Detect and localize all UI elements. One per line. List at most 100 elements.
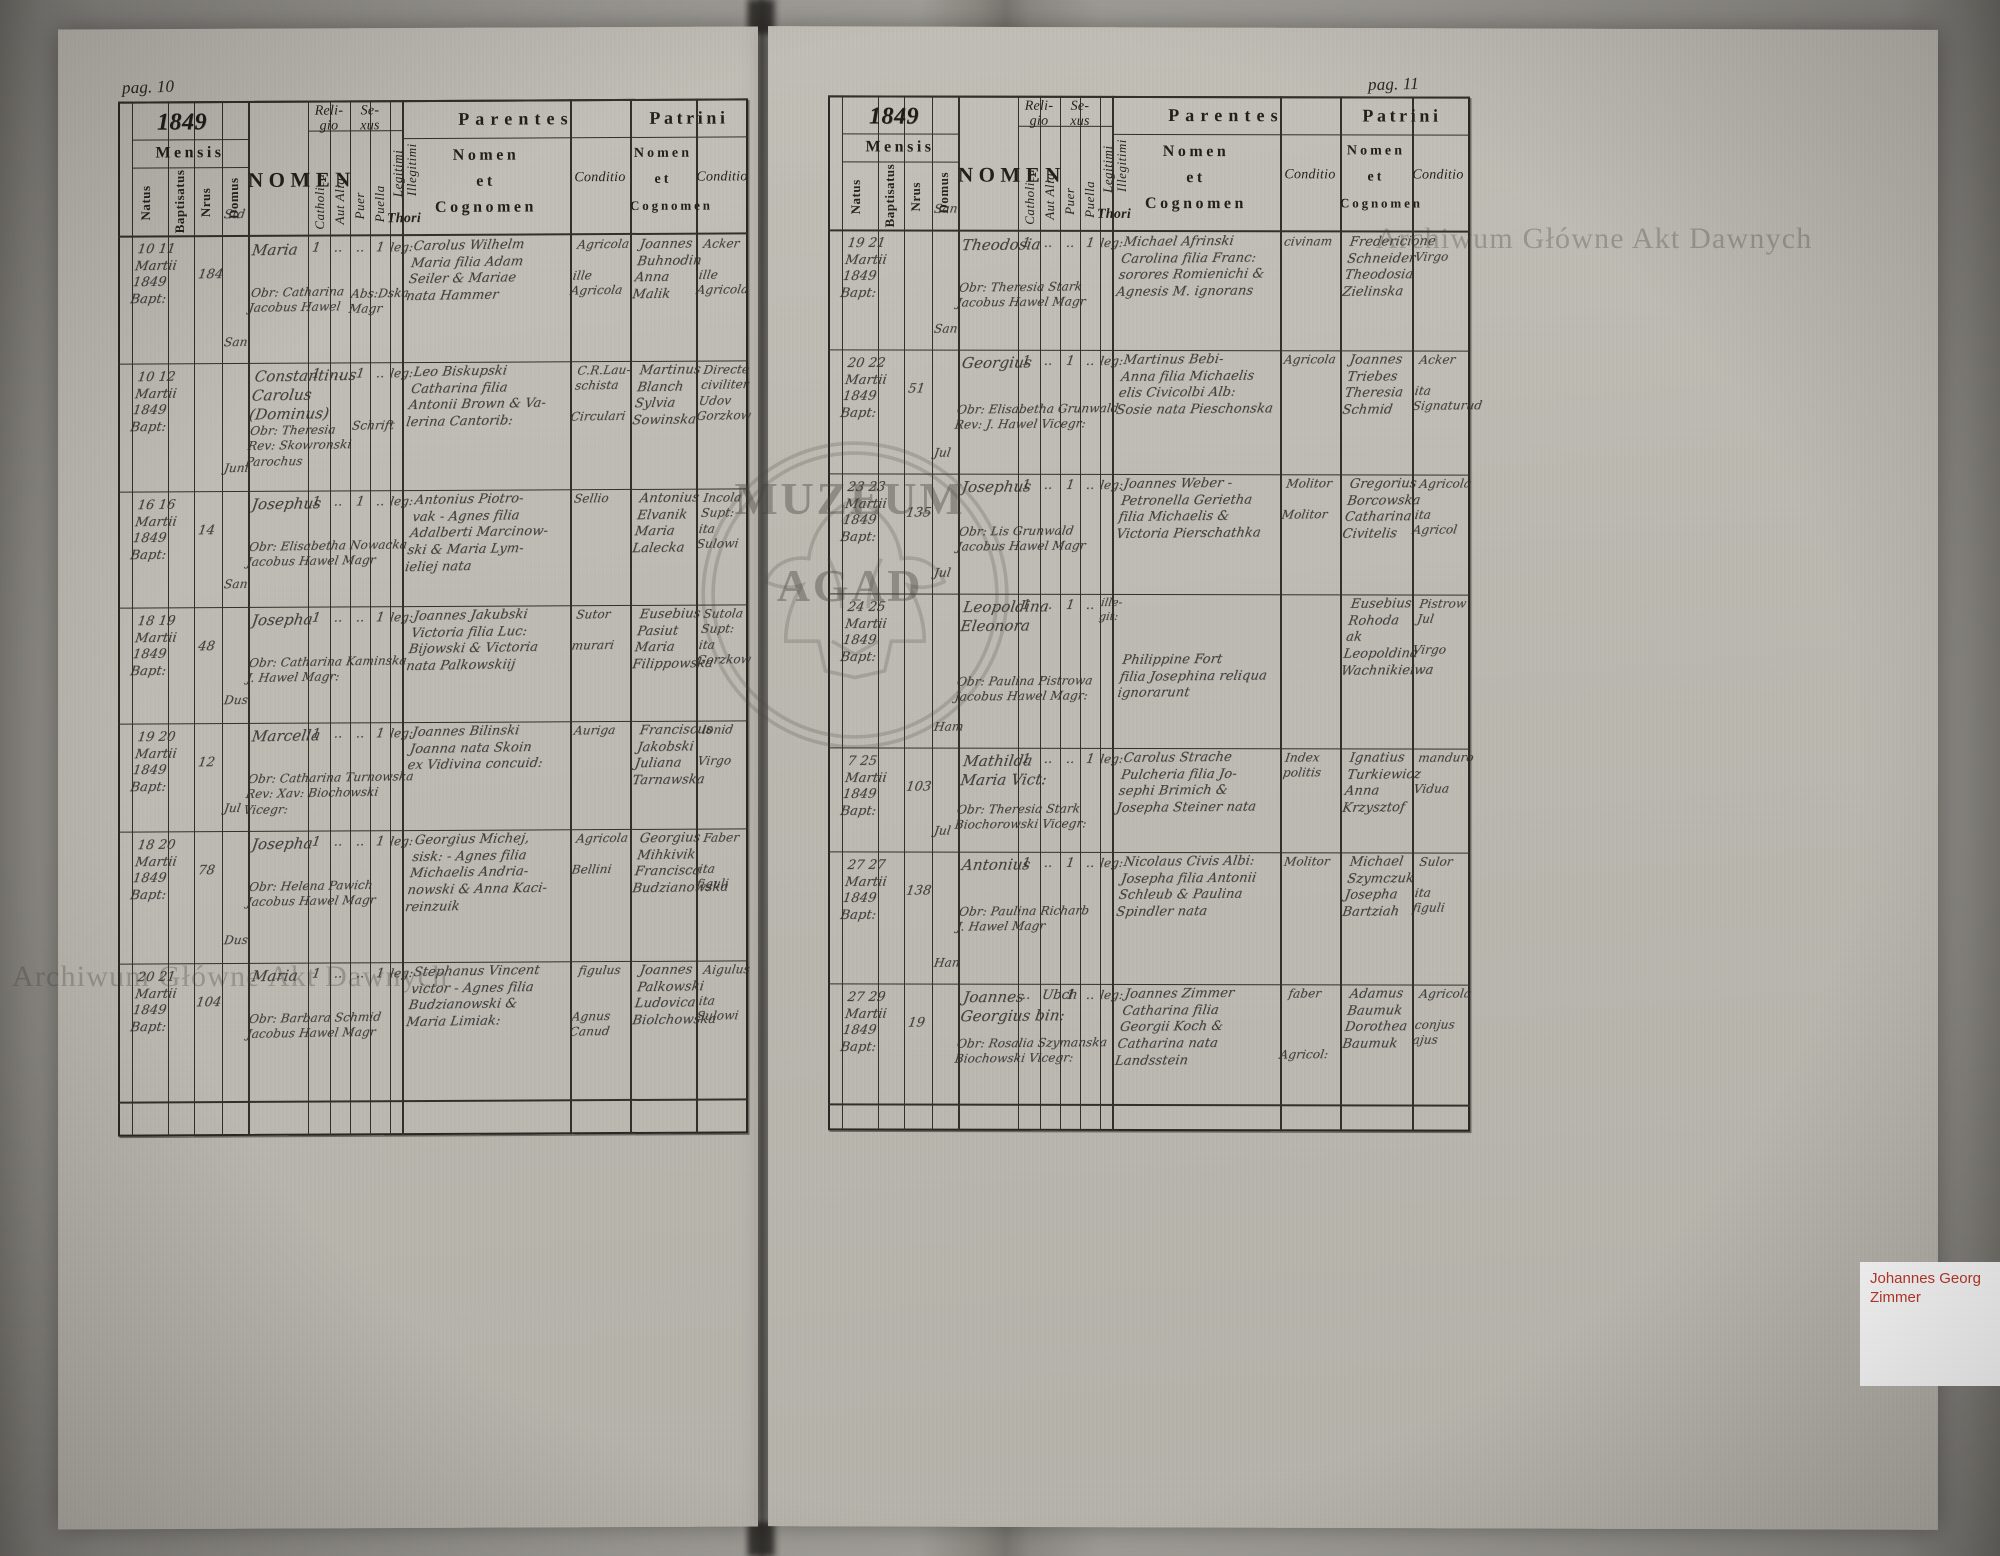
- row-patrini: Adamus Baumuk Dorothea Baumuk: [1341, 986, 1409, 1052]
- row-parentes: Michael Afrinski Carolina filia Franc: s…: [1115, 233, 1266, 300]
- row-nomen: Mathilda Maria Vict:: [959, 751, 1049, 790]
- row-patrini: Antonius Elvanik Maria Lalecka: [631, 490, 701, 557]
- row-mid-small: Std: [223, 206, 247, 222]
- row-patrini-conditio: Pistrow Jul Virgo: [1411, 596, 1468, 657]
- row-dates: 20 22 Martii 1849 Bapt:: [839, 355, 888, 421]
- row-patrini: Michael Szymczuk Josepha Bartziah: [1341, 854, 1416, 920]
- row-nrus: 12: [197, 755, 216, 771]
- row-dates: 19 20 Martii 1849 Bapt:: [129, 729, 178, 796]
- row-nomen-extra: Abs:Dska Magr: [347, 285, 410, 317]
- row-patrini: Martinus Blanch Sylvia Sowinska: [631, 362, 702, 429]
- header-nrus-left: Nrus: [198, 187, 213, 217]
- row-mid-small: San: [223, 334, 249, 350]
- row-legitimi: leg:: [1099, 477, 1125, 493]
- row-parentes-conditio: Index politis: [1281, 750, 1323, 780]
- row-legitimi: leg:: [389, 833, 415, 849]
- row-parentes: Stephanus Vincent victor - Agnes filia B…: [405, 962, 541, 1030]
- header-patrini-conditio-left: Conditio: [696, 169, 748, 185]
- row-legitimi: leg:: [389, 609, 415, 625]
- row-legitimi: leg:: [389, 493, 415, 509]
- row-patrini: Gregorius Borcowska Catharina Civitelis: [1341, 476, 1422, 542]
- row-dates: 27 29 Martii 1849 Bapt:: [839, 989, 888, 1055]
- row-nrus: 14: [197, 523, 216, 539]
- row-nomen: Leopoldina Eleonora: [959, 597, 1051, 636]
- row-patrini: Eusebius Rohoda ak Leopoldina Wachnikiei…: [1340, 596, 1435, 679]
- row-patrini-conditio: Acker ille Agricola: [695, 236, 750, 297]
- row-parentes: Joannes Bilinski Joanna nata Skoin ex Vi…: [406, 723, 544, 774]
- header-parentes-right: Parentes: [1168, 105, 1284, 126]
- row-patrini-conditio: Acker ita Signaturud: [1411, 352, 1484, 413]
- row-legitimi: leg:: [389, 965, 415, 981]
- row-mid-small: Ham: [933, 719, 965, 734]
- row-dates: 10 12 Martii 1849 Bapt:: [129, 369, 178, 436]
- row-dates: 16 16 Martii 1849 Bapt:: [129, 497, 178, 564]
- row-parentes-conditio: Molitor: [1283, 854, 1331, 869]
- header-baptisatus-right: Baptisatus: [882, 163, 897, 228]
- row-legitimi: leg:: [389, 365, 415, 381]
- row-legitimi: leg:: [389, 239, 415, 255]
- row-nrus: 103: [904, 779, 933, 795]
- row-dates: 18 20 Martii 1849 Bapt:: [129, 837, 178, 904]
- row-parentes: Joannes Jakubski Victoria filia Luc: Bij…: [405, 607, 540, 674]
- row-patrini-conditio: Virgo: [1413, 234, 1450, 265]
- row-parentes: Joannes Zimmer Catharina filia Georgii K…: [1114, 985, 1236, 1069]
- header-parentes-cognomen-left: Cognomen: [435, 198, 537, 216]
- row-dates: 10 11 Martii 1849 Bapt:: [129, 241, 178, 308]
- header-parentes-et-right: et: [1186, 169, 1206, 187]
- row-patrini: Joannes Triebes Theresia Schmid: [1341, 352, 1405, 418]
- row-parentes-conditio: civinam: [1283, 234, 1334, 249]
- row-parentes: Martinus Bebi- Anna filia Michaelis elis…: [1115, 351, 1274, 418]
- row-sponsor: Obr: Theresia Stark Jacobus Hawel Magr: [955, 279, 1087, 310]
- row-legitimi: leg:: [1099, 353, 1125, 369]
- header-patrini-et-right: et: [1367, 169, 1385, 185]
- row-mid-small: San: [933, 201, 959, 216]
- row-parentes-conditio: Auriga: [573, 722, 617, 738]
- row-parentes: Joannes Weber - Petronella Gerietha fili…: [1115, 475, 1262, 542]
- row-sponsor: Obr: Rosalia Szymanska Biochowski Vicegr…: [953, 1035, 1109, 1066]
- header-nrus-right: Nrus: [908, 181, 923, 212]
- row-patrini-conditio: Faber ita figuli: [695, 830, 741, 891]
- row-mid-small: Dus: [223, 692, 249, 708]
- binding-notch-bottom: [748, 1522, 774, 1556]
- row-mid-small: San: [933, 321, 959, 336]
- header-domus-right: Domus: [936, 171, 951, 214]
- row-dates: 24 25 Martii 1849 Bapt:: [839, 599, 888, 665]
- row-patrini: Ignatius Turkiewicz Anna Krzysztof: [1341, 750, 1422, 816]
- row-nomen: Josepha: [250, 610, 314, 630]
- row-dates: 18 19 Martii 1849 Bapt:: [129, 613, 178, 680]
- page-number-left: pag. 10: [121, 76, 175, 98]
- header-puer-left: Puer: [352, 191, 367, 220]
- header-patrini-right: Patrini: [1362, 105, 1442, 126]
- page-number-right: pag. 11: [1367, 73, 1420, 95]
- row-patrini: Fredericione Schneider Theodosia Zielins…: [1341, 233, 1437, 300]
- row-sponsor: Obr: Paulina Pistrowa Jacobus Hawel Magr…: [953, 673, 1094, 704]
- row-nomen: Maria: [250, 966, 300, 986]
- row-dates: 27 27 Martii 1849 Bapt:: [839, 857, 888, 923]
- row-nomen-extra: Schrift: [351, 417, 396, 433]
- row-patrini: Joannes Palkowski Ludovica Biolchowska: [631, 962, 718, 1029]
- header-parentes-conditio-left: Conditio: [574, 169, 626, 186]
- header-baptisatus-left: Baptisatus: [172, 169, 187, 234]
- register-table-right: pag. 11 1849 Mensis Natus Baptisatus Nru…: [828, 74, 1484, 1132]
- row-legitimi: leg:: [1099, 987, 1125, 1003]
- header-patrini-nomen-left: Nomen: [633, 145, 693, 161]
- row-patrini-conditio: lonid Virgo: [696, 722, 735, 768]
- row-nrus: 19: [907, 1015, 926, 1031]
- header-mensis-left: Mensis: [155, 144, 225, 162]
- row-nrus: 135: [904, 505, 933, 521]
- row-parentes: Nicolaus Civis Albi: Josepha filia Anton…: [1115, 853, 1258, 920]
- row-mid-small: Jul: [933, 823, 952, 838]
- header-parentes-conditio-right: Conditio: [1284, 167, 1336, 183]
- row-patrini-conditio: Aigulus ita Sulowi: [695, 962, 751, 1023]
- row-sponsor: Obr: Elisabetha Grunwald Rev: J. Hawel V…: [953, 400, 1120, 432]
- row-parentes-conditio: Agricola ille Agricola: [569, 236, 631, 298]
- row-parentes: Antonius Piotro- vak - Agnes filia Adalb…: [404, 491, 550, 575]
- row-sponsor: Obr: Paulina Richarb J. Hawel Magr: [955, 903, 1091, 934]
- header-catholica-left: Catholica: [312, 173, 327, 230]
- row-patrini: Franciscus Jakobski Juliana Tarnawska: [631, 721, 714, 789]
- row-patrini: Georgius Mihkivik Francisca Budzianowska: [631, 830, 730, 897]
- row-nrus: 51: [907, 381, 926, 397]
- row-sponsor: Obr: Helena Pawich Jacobus Hawel Magr: [245, 877, 377, 910]
- header-aut-alia-left: Aut Alia: [332, 177, 347, 225]
- row-mid-small: Jul: [933, 565, 952, 580]
